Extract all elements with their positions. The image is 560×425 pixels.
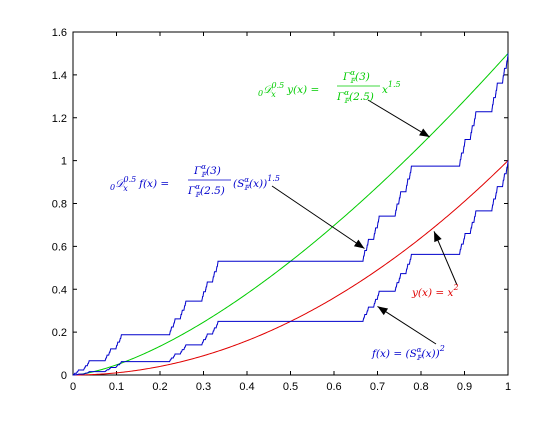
x-tick-label: 0.9 [457,381,472,393]
blue-upper-denominator: Γα 𝔽(2.5) [187,183,225,199]
x-tick-label: 0.5 [283,381,298,393]
y-tick-label: 1.6 [52,27,67,39]
annotation-red: y(x) = x2 [411,283,459,299]
green-numerator: Γα 𝔽(3) [342,69,370,85]
x-tick-label: 0.7 [370,381,385,393]
y-tick-label: 0.8 [52,199,67,211]
axes-frame [72,31,509,376]
arrowhead-blue-lower [377,306,389,316]
series-line-blue-lower [72,160,509,376]
y-tick-label: 1.4 [52,70,67,82]
y-tick-label: 0 [61,370,67,382]
x-tick-label: 0.1 [109,381,124,393]
x-tick-label: 0.8 [413,381,428,393]
annotation-blue-lower: f(x) = (Sα 𝔽(x))2 [371,344,445,362]
annotation-green-fraction: Γα 𝔽(3) Γα 𝔽(2.5) x1.5 [336,69,401,105]
arrowhead-blue-upper [353,239,365,249]
x-tick-label: 0.4 [239,381,254,393]
annotation-green: 0𝒟0.5 x y(x) = [258,81,319,99]
y-tick-label: 0.4 [52,284,67,296]
ticks: 0 0.1 0.2 0.3 0.4 0.5 0.6 0.7 0.8 0.9 1 0 0.2 0.4 0.6 0… [52,27,511,393]
arrow-layer [271,99,458,345]
y-tick-label: 0.2 [52,327,67,339]
y-tick-label: 0.6 [52,241,67,253]
x-tick-label: 0.3 [196,381,211,393]
y-tick-label: 1 [61,156,67,168]
x-tick-label: 0.6 [326,381,341,393]
arrow-blue-lower [377,305,437,345]
annotation-blue-upper: 0𝒟0.5 x f(x) = [110,175,169,193]
series-layer [72,53,509,376]
y-tick-label: 1.2 [52,113,67,125]
x-tick-label: 0 [70,381,76,393]
arrowhead-green [419,128,430,138]
x-tick-label: 1 [505,381,511,393]
green-denominator: Γα 𝔽(2.5) [336,89,374,105]
arrow-green [367,99,430,138]
arrowhead-red [434,231,442,243]
blue-upper-numerator: Γα 𝔽(3) [193,163,221,179]
arrow-blue-upper [271,185,365,249]
x-tick-label: 0.2 [152,381,167,393]
series-line-blue-upper [72,53,509,376]
